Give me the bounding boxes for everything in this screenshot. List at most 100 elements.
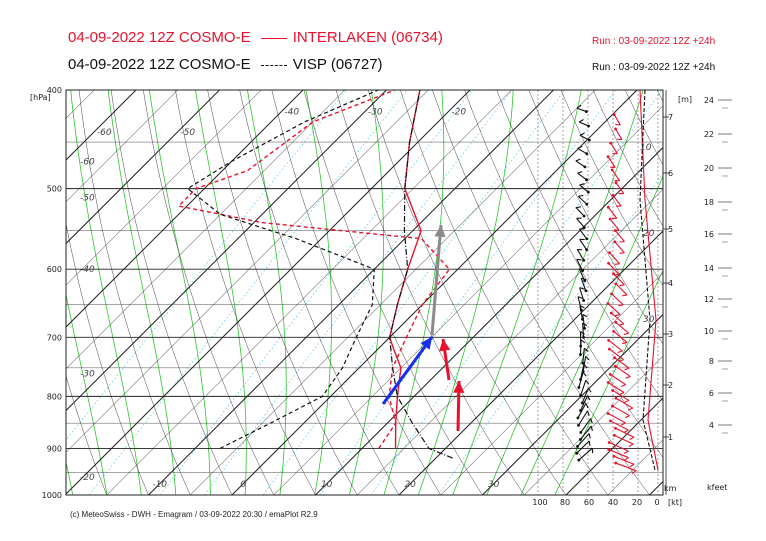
interlaken-wind-barb-dot (614, 396, 618, 400)
isotherm (273, 105, 663, 495)
interlaken-wind-barb (609, 218, 620, 231)
isotherm-label: -40 (80, 265, 95, 275)
interlaken-wind-barb (610, 420, 629, 431)
visp-wind-barb-flag (576, 258, 582, 261)
visp-wind-barb-dot (586, 190, 590, 194)
pressure-axis-label: [hPa] (30, 93, 51, 102)
visp-wind-barb (577, 147, 588, 155)
kfeet-tick-label: 4 (709, 421, 714, 430)
interlaken-wind-barb (615, 462, 637, 472)
pressure-tick-label: 800 (47, 392, 62, 401)
visp-wind-barb (579, 121, 589, 127)
interlaken-wind-barb-dot (611, 404, 614, 408)
visp-wind-barb (582, 356, 587, 372)
visp-wind-barb-flag (578, 194, 584, 197)
height-km-tick-label: 4 (668, 279, 673, 288)
interlaken-wind-barb-flag (618, 304, 624, 307)
moist-adiabat (148, 90, 211, 495)
interlaken-wind-barb-dot (607, 441, 611, 444)
km-label: km (664, 484, 677, 493)
interlaken-wind-barb-dot (606, 412, 610, 415)
kfeet-tick-label: 12 (704, 295, 714, 304)
interlaken-wind-barb (611, 293, 624, 306)
visp-wind-barb (579, 184, 589, 193)
interlaken-wind-barb-dot (609, 311, 613, 315)
visp-dewpoint-line (186, 90, 379, 449)
visp-wind-barb-dot (585, 237, 589, 241)
interlaken-wind-barb-dot (612, 272, 615, 276)
wind-arrow-grey-shaft (430, 224, 443, 336)
moist-adiabat (486, 90, 644, 495)
visp-wind-barb-dot (584, 110, 588, 113)
pressure-tick-label: 1000 (42, 491, 62, 500)
interlaken-wind-barb-dot (609, 141, 613, 145)
pressure-tick-label: 900 (47, 444, 62, 453)
interlaken-wind-barb-flag (622, 341, 628, 345)
visp-wind-barb-dot (585, 152, 589, 156)
visp-wind-barb-dot (587, 138, 591, 142)
interlaken-wind-barb (613, 330, 628, 343)
wind-speed-tick-label: 60 (584, 498, 594, 507)
wind-arrows (381, 224, 465, 432)
visp-wind-barb-flag (587, 395, 591, 401)
visp-wind-barb (577, 403, 587, 419)
dry-adiabat (432, 90, 650, 495)
visp-wind-barb-dot (582, 258, 586, 262)
title-visp-station: VISP (06727) (292, 56, 383, 73)
interlaken-wind-barb-dot (609, 419, 612, 423)
visp-wind-barb-flag (583, 347, 589, 352)
height-km-tick-label: 7 (668, 113, 673, 122)
title-visp-model: 04-09-2022 12Z COSMO-E (68, 56, 251, 73)
dry-adiabat (143, 90, 275, 495)
interlaken-wind-barb-dot (613, 356, 617, 360)
interlaken-wind-barb (612, 389, 630, 401)
dry-adiabat (678, 67, 766, 516)
moist-adiabat (452, 90, 582, 495)
interlaken-wind-barb-flag (631, 470, 637, 474)
interlaken-wind-barb-dot (614, 461, 618, 465)
run-interlaken: Run : 03-09-2022 12Z +24h (592, 36, 716, 47)
moist-adiabat (417, 90, 514, 495)
interlaken-wind-barb-dot (607, 338, 611, 342)
wind-arrow-blue-head (420, 337, 432, 350)
isotherm (66, 90, 345, 370)
interlaken-wind-barb-flag (624, 367, 630, 371)
visp-wind-barb-flag (588, 433, 591, 439)
visp-wind-barb-dot (585, 202, 589, 206)
interlaken-wind-barb-flag (615, 314, 621, 317)
interlaken-wind-barb-dot (614, 181, 618, 185)
interlaken-wind-barb (615, 283, 628, 296)
title-interlaken: 04-09-2022 12Z COSMO-E INTERLAKEN (06734… (68, 29, 443, 46)
diagram-grid (66, 67, 766, 516)
interlaken-wind-barb-dot (611, 389, 615, 392)
visp-wind-barb-flag (582, 322, 588, 327)
interlaken-wind-barb (608, 339, 623, 352)
visp-wind-barb-dot (579, 353, 582, 357)
interlaken-wind-barb (610, 142, 618, 155)
interlaken-wind-barb-flag (629, 463, 635, 468)
visp-wind-barb-flag (575, 158, 581, 162)
visp-wind-barb-dot (584, 289, 588, 293)
interlaken-wind-barb (614, 357, 630, 369)
interlaken-wind-barb-dot (606, 205, 610, 209)
visp-wind-barb-flag (579, 268, 585, 271)
interlaken-wind-barb (611, 169, 621, 182)
visp-wind-barb-flag (586, 410, 590, 416)
isotherm (66, 90, 429, 453)
dry-adiabat (207, 90, 358, 495)
visp-wind-barb-flag (579, 132, 585, 136)
visp-wind-barb-dot (582, 226, 586, 229)
isotherm (315, 146, 663, 495)
visp-wind-barb (582, 314, 586, 329)
visp-wind-barb-flag (575, 206, 581, 209)
moist-adiabat (246, 90, 287, 495)
visp-wind-barb (579, 305, 584, 320)
interlaken-wind-barb-dot (606, 302, 610, 305)
pressure-tick-label: 600 (47, 265, 62, 274)
isotherm-label: -30 (80, 370, 95, 380)
isotherm (66, 90, 387, 412)
interlaken-wind-barb-dot (608, 217, 612, 221)
dry-adiabat (303, 90, 483, 495)
interlaken-wind-barb-dot (614, 320, 618, 324)
visp-wind-barb-flag (580, 339, 586, 344)
